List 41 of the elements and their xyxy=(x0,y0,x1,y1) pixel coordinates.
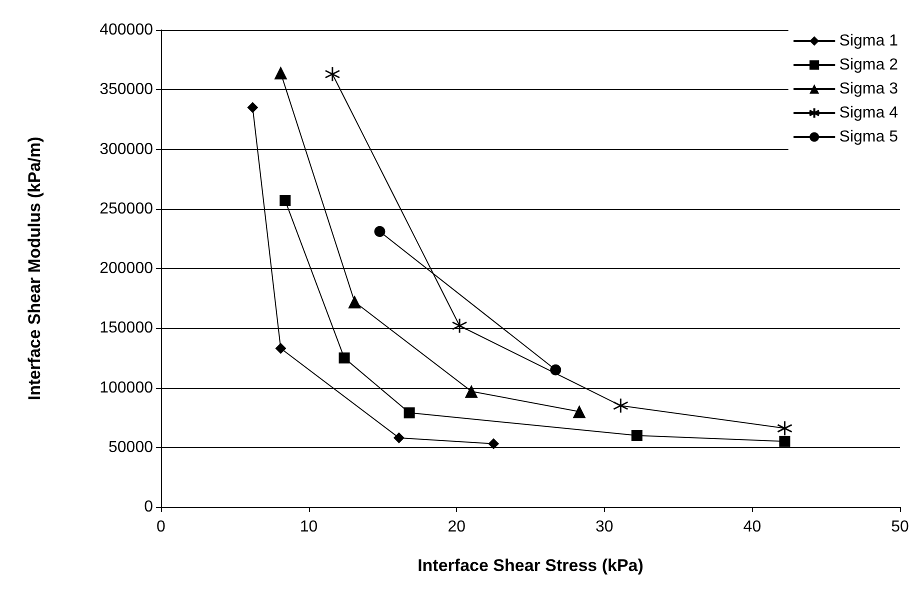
y-tick-label: 200000 xyxy=(100,260,154,277)
point xyxy=(280,195,291,206)
y-tick-label: 400000 xyxy=(100,22,154,38)
point xyxy=(324,66,340,82)
y-tick-label: 350000 xyxy=(100,81,154,98)
point xyxy=(247,102,258,114)
legend-label: Sigma 2 xyxy=(839,56,898,74)
point xyxy=(274,66,288,80)
point xyxy=(776,420,792,436)
point xyxy=(779,436,790,447)
x-tick-label: 50 xyxy=(891,518,909,536)
x-tick-label: 30 xyxy=(596,518,614,536)
point xyxy=(393,432,404,444)
point xyxy=(550,364,562,376)
point xyxy=(275,342,286,354)
point xyxy=(452,318,468,334)
x-axis-title: Interface Shear Stress (kPa) xyxy=(418,556,644,575)
y-tick-label: 0 xyxy=(144,498,154,516)
y-tick-label: 150000 xyxy=(100,320,154,337)
y-tick-label: 300000 xyxy=(100,140,154,158)
point xyxy=(348,295,362,308)
y-tick-label: 50000 xyxy=(108,438,154,456)
legend-label: Sigma 4 xyxy=(839,104,898,122)
point xyxy=(464,384,478,398)
legend-label: Sigma 3 xyxy=(839,80,898,98)
legend-label: Sigma 5 xyxy=(839,128,898,146)
point xyxy=(631,430,642,441)
y-axis-title: Interface Shear Modulus (kPa/m) xyxy=(25,136,44,400)
x-tick-label: 20 xyxy=(448,518,466,536)
point xyxy=(572,405,586,418)
legend-label: Sigma 1 xyxy=(839,32,898,50)
point xyxy=(338,352,350,364)
point xyxy=(488,438,500,450)
x-tick-label: 0 xyxy=(156,518,166,536)
point xyxy=(374,226,386,238)
x-tick-label: 10 xyxy=(300,518,318,536)
y-tick-label: 100000 xyxy=(100,379,154,396)
x-tick-label: 40 xyxy=(743,518,762,536)
point xyxy=(404,407,415,418)
y-tick-label: 250000 xyxy=(100,200,154,218)
point xyxy=(612,398,628,414)
